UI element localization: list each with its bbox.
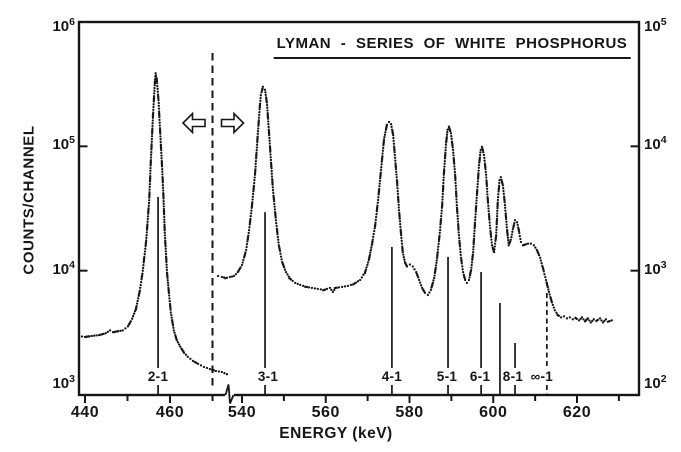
chart-title: LYMAN - SERIES OF WHITE PHOSPHORUS bbox=[273, 35, 631, 59]
x-tick-label-620: 620 bbox=[562, 404, 592, 421]
peak-label-6-1: 6-1 bbox=[469, 369, 491, 384]
peak-label-∞-1: ∞-1 bbox=[530, 369, 554, 384]
scale-arrow-left-icon bbox=[181, 111, 206, 135]
axis-break-icon bbox=[224, 384, 235, 404]
left-axis-tick-label-1e4: 104 bbox=[52, 258, 75, 278]
peak-label-2-1: 2-1 bbox=[147, 369, 169, 384]
right-axis-tick-label-1e4: 104 bbox=[644, 134, 667, 154]
scale-arrow-right-icon bbox=[220, 111, 245, 135]
right-axis-tick-label-1e2: 102 bbox=[644, 373, 667, 392]
right-axis-tick-label-1e5: 105 bbox=[644, 16, 667, 35]
peak-label-3-1: 3-1 bbox=[257, 369, 279, 384]
peak-label-8-1: 8-1 bbox=[502, 369, 524, 384]
spectrum-curve-left-segment bbox=[77, 72, 229, 376]
x-axis-title: ENERGY (keV) bbox=[279, 425, 393, 442]
left-axis-tick-label-1e5: 105 bbox=[52, 134, 75, 154]
left-axis-tick-label-1e3: 103 bbox=[52, 373, 75, 392]
x-tick-label-580: 580 bbox=[395, 404, 424, 421]
x-tick-label-460: 460 bbox=[155, 404, 185, 421]
x-tick-label-540: 540 bbox=[227, 404, 257, 421]
spectrum-curve-right-segment bbox=[216, 85, 613, 324]
right-axis-tick-label-1e3: 103 bbox=[644, 258, 667, 278]
peak-label-5-1: 5-1 bbox=[436, 369, 458, 384]
x-tick-label-440: 440 bbox=[70, 404, 100, 421]
peak-label-4-1: 4-1 bbox=[381, 369, 403, 384]
x-tick-label-560: 560 bbox=[311, 404, 340, 421]
left-axis-tick-label-1e6: 106 bbox=[52, 16, 75, 35]
x-tick-label-600: 600 bbox=[479, 404, 508, 421]
plot-frame bbox=[77, 20, 641, 397]
